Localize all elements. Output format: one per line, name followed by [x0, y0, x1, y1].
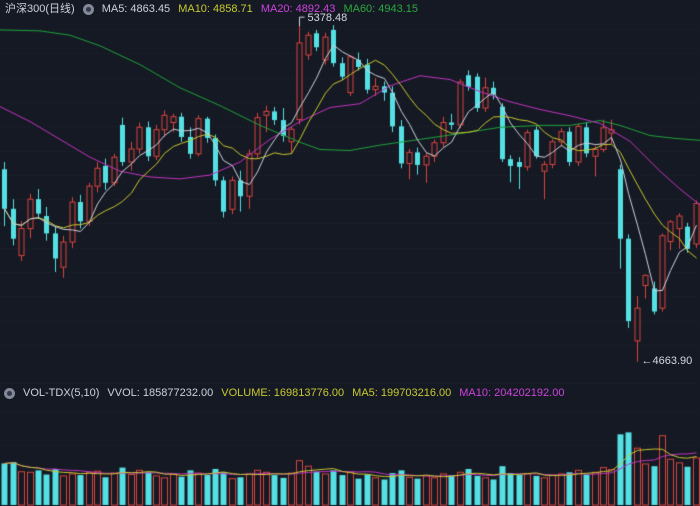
ma60-value: MA60: 4943.15	[343, 3, 419, 15]
volume-ma10-value: MA10: 204202192.00	[459, 387, 565, 399]
low-price-label: ←4663.90	[641, 354, 693, 367]
symbol-title: 沪深300(日线)	[5, 3, 75, 15]
volume-indicator-name: VOL-TDX(5,10)	[23, 387, 100, 399]
vvol-value: VVOL: 185877232.00	[107, 387, 214, 399]
indicator-settings-icon[interactable]	[82, 4, 94, 15]
ma10-value: MA10: 4858.71	[178, 3, 253, 15]
main-chart-header: 沪深300(日线) MA5: 4863.45 MA10: 4858.71 MA2…	[5, 3, 418, 16]
ma20-value: MA20: 4892.43	[260, 3, 336, 15]
volume-value: VOLUME: 169813776.00	[221, 387, 345, 399]
volume-pane-header: VOL-TDX(5,10) VVOL: 185877232.00 VOLUME:…	[4, 387, 564, 400]
volume-settings-icon[interactable]	[4, 388, 15, 399]
ma5-value: MA5: 4863.45	[101, 3, 171, 15]
volume-ma5-value: MA5: 199703216.00	[352, 387, 452, 399]
high-price-label: 5378.48	[307, 12, 348, 25]
